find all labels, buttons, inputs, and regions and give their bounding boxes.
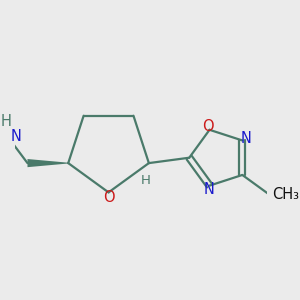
Text: N: N [203, 182, 214, 197]
Polygon shape [28, 159, 68, 167]
Text: O: O [103, 190, 114, 205]
Text: N: N [240, 130, 251, 146]
Text: CH₃: CH₃ [272, 187, 299, 202]
Text: O: O [202, 119, 214, 134]
Text: H: H [141, 174, 151, 187]
Text: H: H [1, 114, 12, 129]
Text: N: N [10, 129, 21, 144]
